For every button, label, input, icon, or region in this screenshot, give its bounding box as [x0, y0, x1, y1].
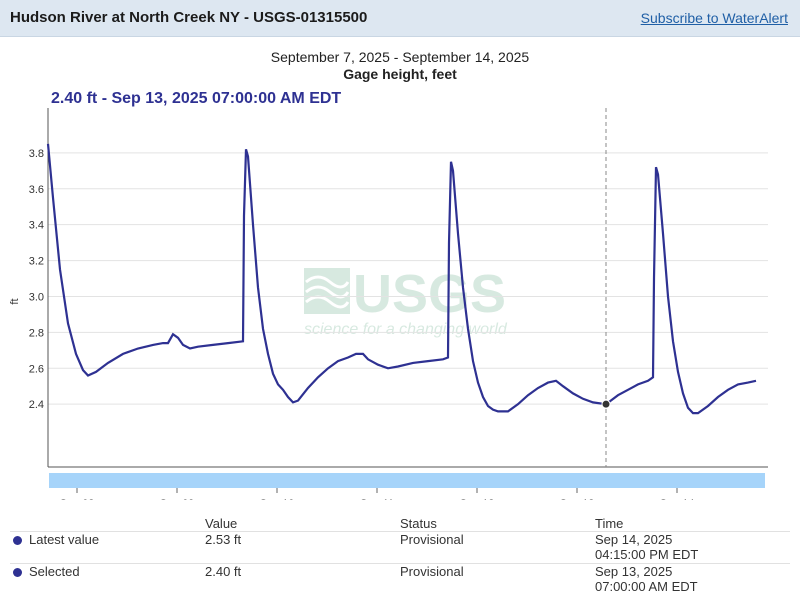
row-time-clock: 07:00:00 AM EDT — [595, 579, 698, 594]
y-tick-label: 3.6 — [29, 184, 44, 196]
row-label: Latest value — [29, 532, 100, 547]
chart-parameter-title: Gage height, feet — [343, 66, 457, 82]
usgs-tagline: science for a changing world — [304, 321, 508, 338]
time-range-navigator[interactable] — [49, 473, 765, 488]
row-status: Provisional — [400, 532, 464, 547]
row-time-date: Sep 14, 2025 — [595, 532, 673, 547]
chart-date-range: September 7, 2025 - September 14, 2025 — [270, 49, 530, 65]
x-tick-label: Sep 13 — [560, 498, 595, 500]
y-tick-label: 3.0 — [29, 291, 44, 303]
y-tick-label: 3.2 — [29, 256, 44, 268]
row-status: Provisional — [400, 564, 464, 579]
row-label: Selected — [29, 564, 80, 579]
y-tick-label: 3.8 — [29, 148, 44, 160]
table-row-latest: Latest value 2.53 ft Provisional Sep 14,… — [0, 532, 790, 564]
row-time-date: Sep 13, 2025 — [595, 564, 673, 579]
x-tick-label: Sep 09 — [160, 498, 195, 500]
table-row-selected: Selected 2.40 ft Provisional Sep 13, 202… — [0, 564, 790, 596]
series-dot-icon — [13, 568, 22, 577]
y-tick-label: 2.6 — [29, 363, 44, 375]
x-tick-label: Sep 08 — [60, 498, 95, 500]
y-tick-labels: 2.4 2.6 2.8 3.0 3.2 3.4 3.6 3.8 — [29, 148, 44, 411]
page-header: Hudson River at North Creek NY - USGS-01… — [0, 0, 800, 37]
site-title: Hudson River at North Creek NY - USGS-01… — [10, 9, 368, 26]
x-tick-label: Sep 11 — [360, 498, 394, 500]
value-column-header: Value — [205, 516, 238, 531]
row-value: 2.53 ft — [205, 532, 242, 547]
y-tick-label: 3.4 — [29, 220, 44, 232]
chart-grid — [48, 152, 768, 405]
y-tick-label: 2.4 — [29, 399, 44, 411]
hydrograph-chart[interactable]: USGS science for a changing world ft 2.4… — [0, 0, 800, 500]
table-divider — [10, 531, 790, 532]
selected-point-marker — [601, 399, 611, 409]
table-divider — [10, 563, 790, 564]
x-tick-labels: Sep 08 Sep 09 Sep 10 Sep 11 Sep 12 Sep 13 Sep … — [60, 488, 695, 500]
x-tick-label: Sep 14 — [660, 498, 695, 500]
gage-height-series-line — [46, 143, 757, 415]
y-axis-title: ft — [9, 298, 21, 304]
usgs-watermark: USGS science for a changing world — [304, 264, 508, 338]
x-tick-label: Sep 12 — [460, 498, 495, 500]
usgs-logo-text: USGS — [353, 264, 506, 324]
series-dot-icon — [13, 536, 22, 545]
status-column-header: Status — [400, 516, 437, 531]
row-value: 2.40 ft — [205, 564, 242, 579]
usgs-logo-mark-icon — [304, 268, 350, 314]
subscribe-wateralert-link[interactable]: Subscribe to WaterAlert — [640, 10, 788, 26]
x-tick-label: Sep 10 — [260, 498, 295, 500]
row-time-clock: 04:15:00 PM EDT — [595, 547, 699, 562]
selected-value-tooltip: 2.40 ft - Sep 13, 2025 07:00:00 AM EDT — [51, 90, 342, 107]
time-column-header: Time — [595, 516, 624, 531]
y-tick-label: 2.8 — [29, 327, 44, 339]
chart-axes — [47, 108, 768, 468]
